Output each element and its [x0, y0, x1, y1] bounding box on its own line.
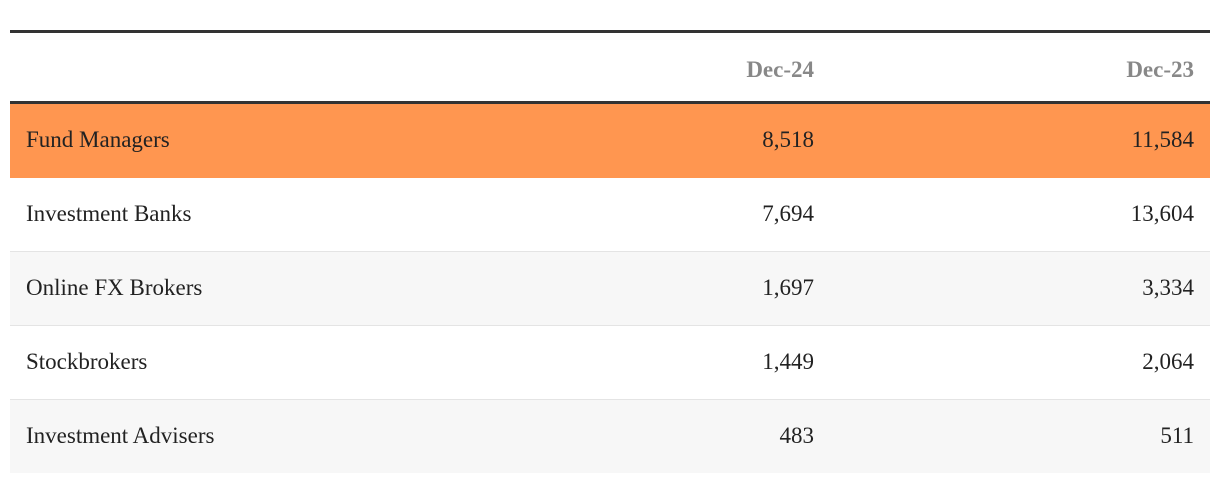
cell-value: 511 — [1160, 423, 1194, 448]
cell-value: 7,694 — [762, 201, 814, 226]
cell-value: 2,064 — [1142, 349, 1194, 374]
cell-value: 11,584 — [1131, 127, 1194, 152]
column-header: Dec-24 — [746, 57, 814, 82]
cell-value: 8,518 — [762, 127, 814, 152]
table-row: Online FX Brokers 1,697 3,334 — [10, 252, 1210, 326]
table-body: Fund Managers 8,518 11,584 Investment Banks… — [10, 104, 1210, 473]
cell-value: 483 — [779, 423, 815, 448]
row-label: Investment Advisers — [26, 423, 215, 448]
row-label: Fund Managers — [26, 127, 170, 152]
cell-value: 1,697 — [762, 275, 814, 300]
row-label: Stockbrokers — [26, 349, 148, 374]
table-row: Investment Banks 7,694 13,604 — [10, 178, 1210, 252]
cell-value: 3,334 — [1142, 275, 1194, 300]
table-row: Stockbrokers 1,449 2,064 — [10, 326, 1210, 400]
column-header: Dec-23 — [1126, 57, 1194, 82]
table: Dec-24 Dec-23 Fund Managers 8,518 11,584 In… — [10, 30, 1210, 473]
cell-value: 13,604 — [1130, 201, 1194, 226]
table-row: Fund Managers 8,518 11,584 — [10, 104, 1210, 178]
row-label: Online FX Brokers — [26, 275, 203, 300]
cell-value: 1,449 — [762, 349, 814, 374]
table-row: Investment Advisers 483 511 — [10, 400, 1210, 473]
row-label: Investment Banks — [26, 201, 192, 226]
header-row: Dec-24 Dec-23 — [10, 33, 1210, 104]
